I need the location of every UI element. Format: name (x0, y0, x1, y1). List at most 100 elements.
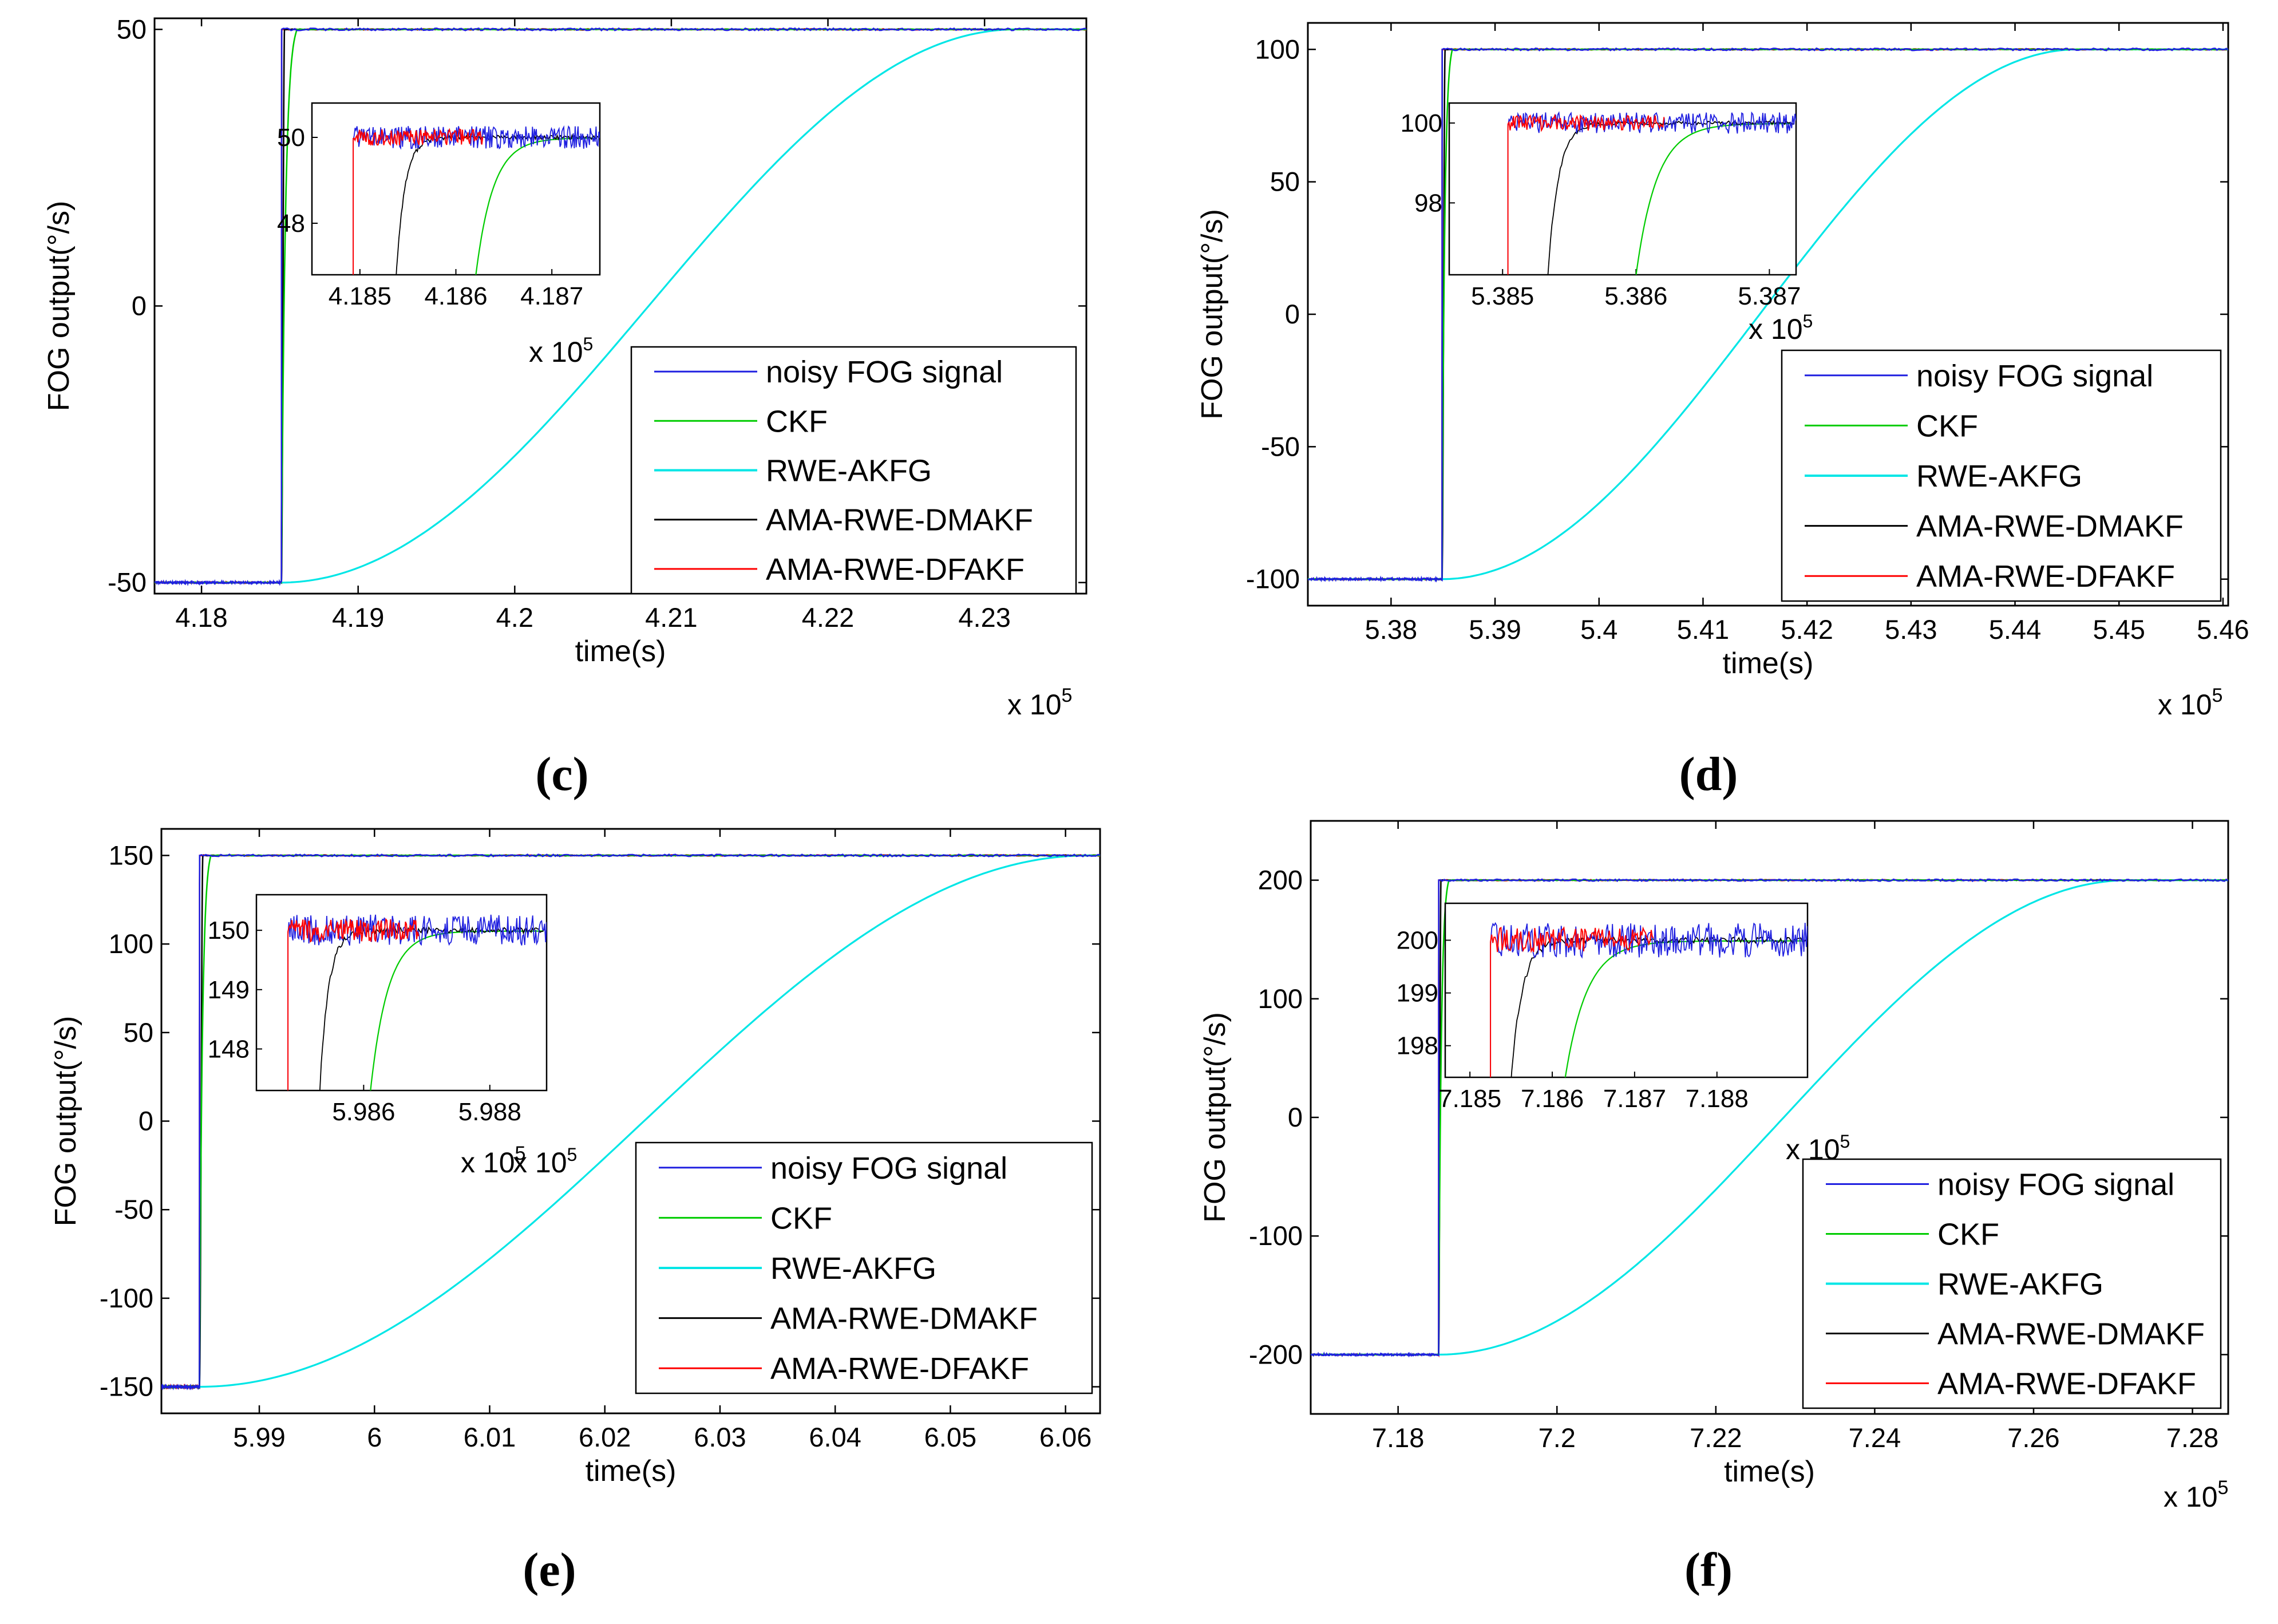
legend-label-ckf: CKF (766, 404, 828, 438)
inset-x-tick-label: 7.186 (1521, 1085, 1584, 1113)
series-line-rwe (1308, 48, 2228, 580)
x-axis-label: time(s) (1723, 647, 1814, 680)
x-tick-label: 4.21 (645, 602, 697, 633)
inset-y-tick-label: 100 (1401, 109, 1442, 137)
inset-x-tick-label: 7.187 (1603, 1085, 1666, 1113)
x-tick-label: 5.44 (1989, 614, 2041, 645)
inset-x-multiplier: x 105 (1749, 311, 1813, 345)
panel-e: 5.99 6 6.01 6.02 6.03 6.04 6.05 6.06 -150 -100 -50… (49, 828, 1101, 1597)
inset-y-tick-label: 48 (277, 210, 305, 238)
inset-series-layer (1507, 111, 1796, 275)
x-tick-label: 4.23 (958, 602, 1010, 633)
inset-x-multiplier-exp: 5 (583, 334, 594, 354)
inset-series-line-dmakf (319, 926, 546, 1090)
x-axis-multiplier-exp: 5 (515, 1143, 526, 1164)
caption-paren-close: ) (1722, 748, 1738, 801)
y-tick-label: 50 (1270, 167, 1300, 197)
series-line-rwe (155, 28, 1086, 584)
x-axis-multiplier-exp: 5 (1062, 685, 1073, 706)
y-tick-label: -50 (108, 567, 147, 598)
y-tick-label: -100 (1249, 1220, 1303, 1251)
legend-label-dmakf: AMA-RWE-DMAKF (770, 1302, 1038, 1336)
panel-c: 4.18 4.19 4.2 4.21 4.22 4.23 -50 0 50 time(s) FOG … (42, 14, 1087, 801)
x-tick-label: 7.26 (2007, 1423, 2059, 1453)
caption-letter: f (1700, 1543, 1717, 1597)
legend-label-dmakf: AMA-RWE-DMAKF (766, 503, 1033, 538)
legend-label-dfakf: AMA-RWE-DFAKF (770, 1352, 1029, 1386)
series-line-noisy (155, 27, 1086, 586)
y-axis-label: FOG output(°/s) (1199, 1012, 1232, 1223)
legend-label-noisy: noisy FOG signal (1916, 359, 2153, 393)
x-axis-multiplier-exp: 5 (2218, 1477, 2229, 1499)
inset-x-tick-label: 4.186 (424, 282, 487, 310)
inset-x-tick-label: 5.387 (1738, 282, 1801, 310)
x-tick-label: 7.24 (1849, 1423, 1901, 1453)
inset-series-line-dfakf (1490, 926, 1654, 1077)
x-tick-label: 7.22 (1690, 1423, 1742, 1453)
caption-paren-close: ) (1717, 1543, 1733, 1597)
inset-x-tick-label: 5.385 (1471, 282, 1534, 310)
y-tick-label: -100 (1246, 564, 1300, 594)
series-layer (1311, 878, 2228, 1358)
series-line-noisy (161, 854, 1100, 1390)
x-tick-label: 5.4 (1580, 614, 1617, 645)
legend-label-ckf: CKF (1937, 1218, 1999, 1252)
inset-x-multiplier-exp: 5 (1840, 1131, 1850, 1152)
x-tick-label: 5.42 (1781, 614, 1833, 645)
legend-label-noisy: noisy FOG signal (766, 355, 1003, 389)
x-tick-label: 5.46 (2197, 614, 2249, 645)
y-axis-label: FOG output(°/s) (1196, 209, 1229, 420)
panel-caption: (e) (523, 1543, 576, 1597)
legend-label-dfakf: AMA-RWE-DFAKF (1937, 1367, 2196, 1401)
y-tick-label: 100 (1255, 34, 1300, 64)
x-tick-label: 7.28 (2166, 1423, 2218, 1453)
inset-y-tick-label: 199 (1397, 979, 1438, 1007)
y-tick-label: 50 (124, 1017, 153, 1048)
inset-y-tick-label: 98 (1414, 189, 1442, 217)
x-tick-label: 6 (367, 1422, 382, 1452)
x-axis-multiplier-exp: 5 (2212, 685, 2223, 706)
inset-y-tick-label: 200 (1397, 926, 1438, 954)
panel-f: 7.18 7.2 7.22 7.24 7.26 7.28 -200 -100 0 100 200 ti… (1199, 820, 2229, 1597)
x-axis-label: time(s) (1724, 1455, 1815, 1488)
caption-paren-open: ( (1684, 1543, 1700, 1597)
x-tick-label: 7.18 (1372, 1423, 1424, 1453)
inset-y-tick-label: 148 (208, 1035, 250, 1063)
legend-label-dfakf: AMA-RWE-DFAKF (766, 552, 1025, 587)
x-tick-label: 6.03 (694, 1422, 746, 1452)
series-layer (155, 27, 1086, 586)
inset-x-multiplier: x 105 (529, 334, 593, 368)
series-line-noisy (1308, 47, 2228, 583)
caption-paren-open: ( (1679, 748, 1695, 801)
x-tick-label: 5.41 (1677, 614, 1729, 645)
x-tick-label: 6.04 (809, 1422, 861, 1452)
caption-paren-open: ( (535, 748, 551, 801)
x-tick-label: 6.05 (924, 1422, 976, 1452)
x-axis-multiplier: x 105 (2158, 685, 2222, 721)
legend-label-ckf: CKF (770, 1201, 832, 1235)
inset-series-line-dfakf (353, 128, 484, 275)
series-line-rwe (1311, 879, 2228, 1356)
inset-x-multiplier-exp: 5 (567, 1144, 578, 1165)
x-tick-label: 4.2 (496, 602, 533, 633)
series-line-rwe (161, 854, 1100, 1388)
inset-x-tick-label: 4.187 (520, 282, 583, 310)
legend-label-dmakf: AMA-RWE-DMAKF (1937, 1317, 2205, 1352)
legend-label-dfakf: AMA-RWE-DFAKF (1916, 559, 2175, 594)
x-axis-label: time(s) (586, 1455, 677, 1488)
series-layer (161, 854, 1100, 1390)
inset-series-line-noisy (353, 125, 600, 275)
y-tick-label: -200 (1249, 1339, 1303, 1369)
caption-letter: e (539, 1543, 560, 1597)
x-tick-label: 5.99 (233, 1422, 285, 1452)
inset-y-tick-label: 150 (208, 916, 250, 945)
inset-plot-area (1444, 902, 1809, 1078)
y-tick-label: 200 (1258, 865, 1303, 895)
inset-plot-area (1448, 102, 1797, 276)
inset-x-tick-label: 5.988 (458, 1098, 521, 1126)
legend-label-rwe: RWE-AKFG (1916, 459, 2082, 493)
caption-letter: c (551, 748, 572, 801)
y-tick-label: 0 (1285, 299, 1300, 329)
